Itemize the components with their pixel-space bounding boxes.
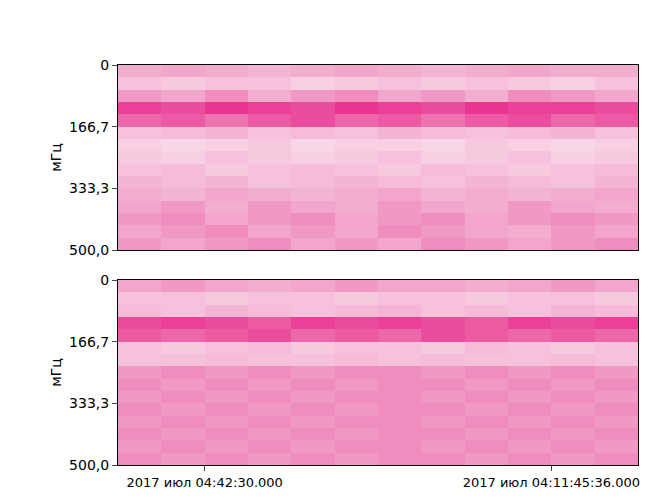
svg-text:500,0: 500,0	[69, 242, 109, 258]
svg-text:мГц: мГц	[48, 358, 64, 387]
svg-text:2017 июл 04:42:30.000: 2017 июл 04:42:30.000	[126, 475, 282, 490]
svg-text:333,3: 333,3	[69, 395, 109, 411]
svg-text:333,3: 333,3	[69, 180, 109, 196]
svg-text:0: 0	[100, 272, 109, 288]
svg-text:0: 0	[100, 57, 109, 73]
svg-text:166,7: 166,7	[69, 119, 109, 135]
svg-text:166,7: 166,7	[69, 334, 109, 350]
svg-text:2017 июл 04:11:45:36.000: 2017 июл 04:11:45:36.000	[463, 475, 640, 490]
svg-text:500,0: 500,0	[69, 457, 109, 473]
svg-text:мГц: мГц	[48, 143, 64, 172]
